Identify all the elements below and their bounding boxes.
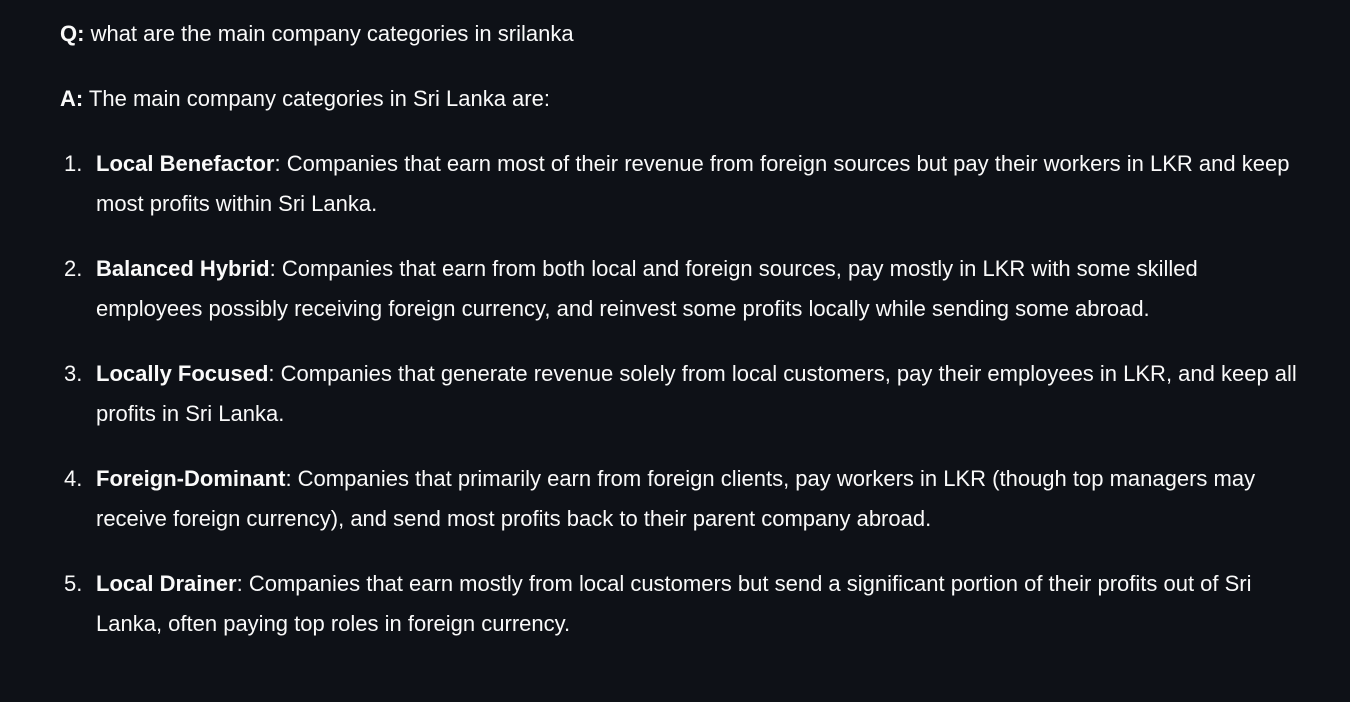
answer-prefix: A: — [60, 86, 84, 111]
list-item: 3. Locally Focused: Companies that genera… — [60, 354, 1310, 434]
category-name: Balanced Hybrid — [96, 256, 270, 281]
list-number: 1. — [64, 151, 83, 176]
category-name: Local Drainer — [96, 571, 237, 596]
answer-text: The main company categories in Sri Lanka… — [83, 86, 550, 111]
category-name: Foreign-Dominant — [96, 466, 286, 491]
category-description: : Companies that primarily earn from for… — [96, 466, 1256, 531]
list-item: 2. Balanced Hybrid: Companies that earn f… — [60, 249, 1310, 329]
question-text: what are the main company categories in … — [84, 21, 574, 46]
question-prefix: Q: — [60, 21, 85, 46]
category-description: : Companies that earn from both local an… — [96, 256, 1198, 321]
question: Q: what are the main company categories … — [60, 14, 1310, 54]
list-item: 5. Local Drainer: Companies that earn mos… — [60, 564, 1310, 644]
list-number: 3. — [64, 361, 83, 386]
list-number: 4. — [64, 466, 83, 491]
chat-content: Q: what are the main company categories … — [60, 14, 1310, 644]
category-list: 1. Local Benefactor: Companies that earn … — [60, 144, 1310, 644]
list-item: 1. Local Benefactor: Companies that earn … — [60, 144, 1310, 224]
category-name: Local Benefactor — [96, 151, 275, 176]
category-description: : Companies that earn mostly from local … — [96, 571, 1252, 636]
category-name: Locally Focused — [96, 361, 269, 386]
category-description: : Companies that generate revenue solely… — [96, 361, 1297, 426]
list-item: 4. Foreign-Dominant: Companies that prima… — [60, 459, 1310, 539]
list-number: 5. — [64, 571, 83, 596]
category-description: : Companies that earn most of their reve… — [96, 151, 1290, 216]
list-number: 2. — [64, 256, 83, 281]
answer-intro: A: The main company categories in Sri La… — [60, 79, 1310, 119]
